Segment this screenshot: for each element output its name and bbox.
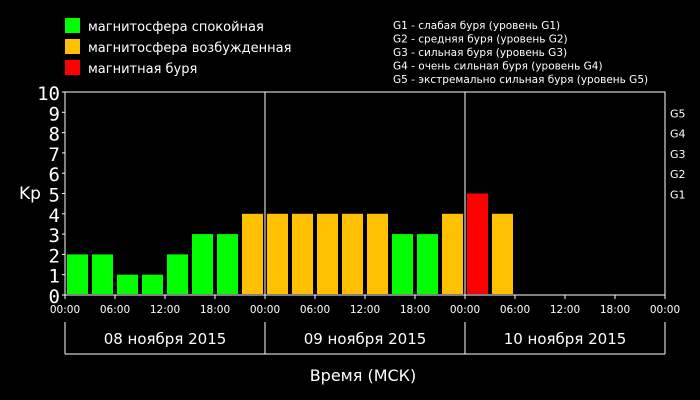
g-level-label: G2 — [670, 168, 686, 181]
y-tick-label: 2 — [49, 245, 60, 267]
legend-label-quiet: магнитосфера спокойная — [88, 20, 264, 35]
day-labels: 08 ноября 2015 09 ноября 2015 10 ноября 20… — [64, 322, 666, 355]
g-level-legend: G1 - слабая буря (уровень G1) G2 - средня… — [393, 20, 648, 86]
plot-border — [64, 91, 666, 296]
y-tick-label: 0 — [49, 286, 60, 308]
g-legend-item: G2 - средняя буря (уровень G2) — [393, 34, 568, 46]
kp-bar — [142, 274, 163, 294]
kp-bar — [417, 234, 438, 294]
x-tick-label: 18:00 — [600, 304, 630, 316]
day-label: 08 ноября 2015 — [104, 330, 227, 348]
y-tick-label: 10 — [37, 83, 60, 105]
g-legend-item: G5 - экстремально сильная буря (уровень … — [393, 74, 648, 86]
x-tick-label: 12:00 — [150, 304, 180, 316]
legend-swatch-disturbed — [65, 39, 80, 54]
kp-bar — [342, 213, 363, 294]
y-tick-label: 7 — [49, 144, 60, 166]
x-tick-label: 12:00 — [350, 304, 380, 316]
bars-group — [67, 193, 513, 294]
kp-bar — [292, 213, 313, 294]
g-legend-item: G3 - сильная буря (уровень G3) — [393, 47, 567, 59]
legend-swatch-storm — [65, 60, 80, 75]
kp-bar — [442, 213, 463, 294]
g-legend-item: G1 - слабая буря (уровень G1) — [393, 20, 560, 32]
g-level-label: G3 — [670, 148, 686, 161]
x-tick-label: 00:00 — [650, 304, 680, 316]
kp-bar — [367, 213, 388, 294]
y-tick-label: 6 — [49, 164, 60, 186]
x-axis-ticks: 00:00 06:00 12:00 18:00 00:00 06:00 12:00 18:00… — [50, 295, 680, 316]
y-tick-label: 5 — [49, 185, 60, 207]
kp-bar — [317, 213, 338, 294]
x-tick-label: 12:00 — [550, 304, 580, 316]
kp-bar — [217, 234, 238, 294]
status-legend: магнитосфера спокойная магнитосфера возбу… — [65, 18, 291, 77]
kp-bar — [67, 254, 88, 294]
y-tick-label: 3 — [49, 225, 60, 247]
x-tick-label: 18:00 — [400, 304, 430, 316]
kp-bar — [117, 274, 138, 294]
kp-bar — [392, 234, 413, 294]
day-label: 09 ноября 2015 — [304, 330, 427, 348]
g-level-label: G4 — [670, 128, 686, 141]
kp-bar — [492, 213, 513, 294]
y-tick-label: 1 — [49, 266, 60, 288]
x-tick-label: 06:00 — [300, 304, 330, 316]
x-tick-label: 00:00 — [50, 304, 80, 316]
kp-bar — [92, 254, 113, 294]
kp-bar — [192, 234, 213, 294]
legend-label-disturbed: магнитосфера возбужденная — [88, 41, 291, 56]
x-tick-label: 00:00 — [450, 304, 480, 316]
x-tick-label: 06:00 — [100, 304, 130, 316]
plot-frame — [64, 91, 666, 296]
y-tick-label: 8 — [49, 124, 60, 146]
kp-bar — [242, 213, 263, 294]
g-level-label: G1 — [670, 189, 686, 202]
kp-bar — [167, 254, 188, 294]
y-tick-label: 4 — [49, 205, 60, 227]
legend-label-storm: магнитная буря — [88, 62, 197, 77]
g-level-label: G5 — [670, 107, 686, 120]
x-tick-label: 00:00 — [250, 304, 280, 316]
kp-bar — [467, 193, 488, 294]
legend-swatch-quiet — [65, 18, 80, 33]
x-tick-label: 06:00 — [500, 304, 530, 316]
y-tick-label: 9 — [49, 103, 60, 125]
g-legend-item: G4 - очень сильная буря (уровень G4) — [393, 61, 603, 73]
g-level-ticks: G1 G2 G3 G4 G5 — [670, 107, 686, 201]
kp-bar — [267, 213, 288, 294]
day-label: 10 ноября 2015 — [504, 330, 627, 348]
y-axis-label: Kp — [19, 184, 41, 204]
x-axis-label: Время (МСК) — [310, 366, 417, 385]
x-tick-label: 18:00 — [200, 304, 230, 316]
